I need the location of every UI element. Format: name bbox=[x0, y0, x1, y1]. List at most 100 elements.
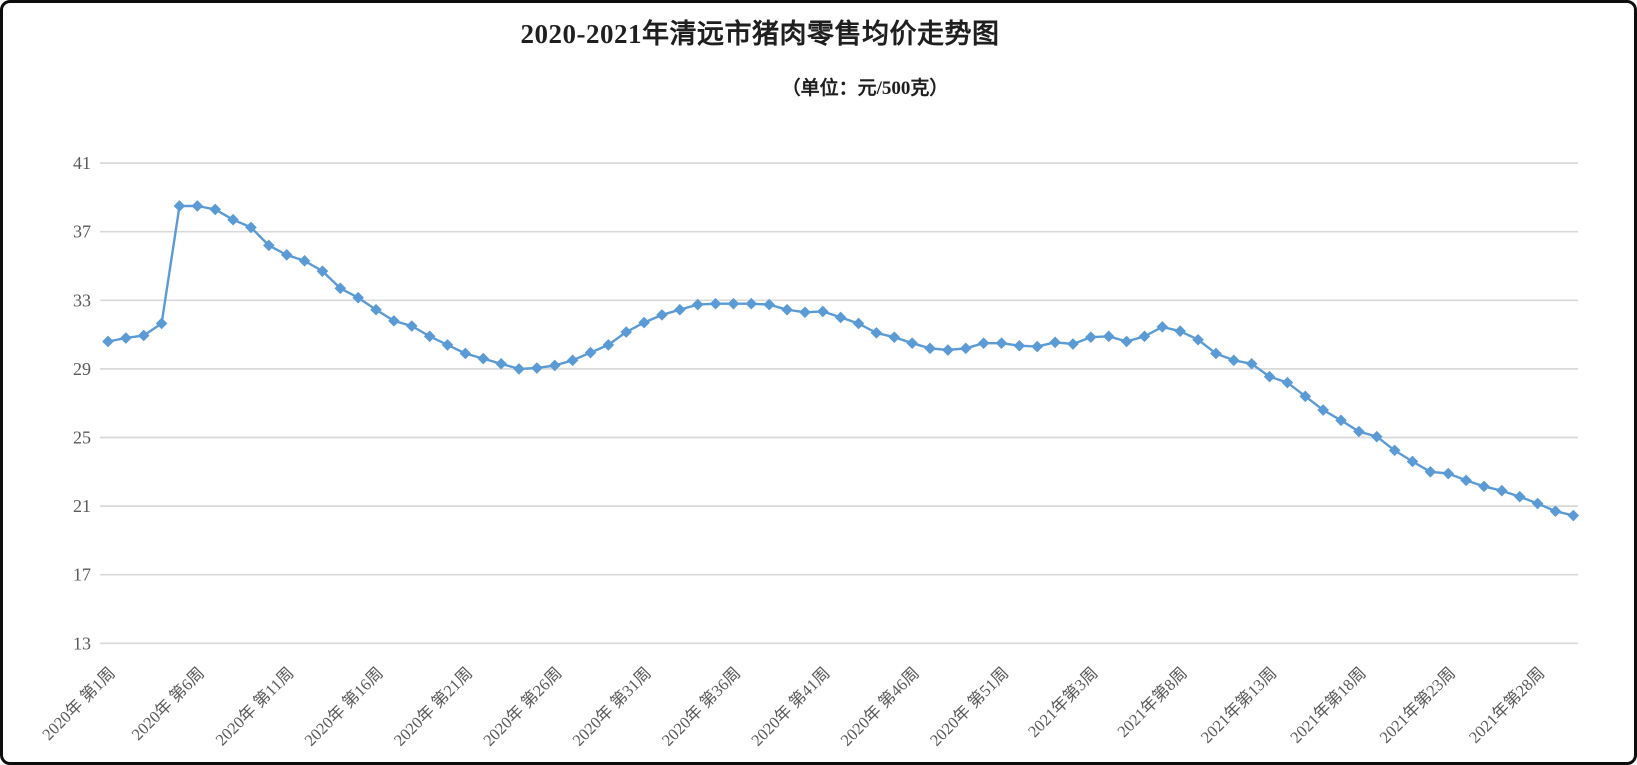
data-point-marker bbox=[691, 298, 704, 311]
data-point-marker bbox=[1424, 466, 1437, 478]
data-point-marker bbox=[1513, 490, 1526, 503]
y-axis-tick-label: 13 bbox=[73, 633, 91, 653]
data-point-marker bbox=[638, 316, 650, 329]
y-axis-tick-label: 37 bbox=[73, 222, 91, 242]
data-point-marker bbox=[1370, 430, 1383, 443]
y-axis-tick-label: 21 bbox=[73, 496, 91, 516]
data-point-marker bbox=[316, 265, 329, 277]
x-axis-tick-label: 2020年 第1周 bbox=[38, 663, 119, 744]
data-point-marker bbox=[1067, 338, 1079, 350]
data-point-marker bbox=[1353, 425, 1365, 438]
price-trend-line bbox=[106, 204, 1575, 517]
data-point-marker bbox=[602, 339, 615, 351]
data-point-marker bbox=[817, 305, 829, 318]
x-axis-tick-label: 2021年第18周 bbox=[1286, 663, 1369, 746]
x-axis-tick-label: 2021年第28周 bbox=[1465, 663, 1548, 746]
data-point-marker bbox=[102, 335, 114, 348]
data-point-marker bbox=[245, 221, 257, 234]
data-point-marker bbox=[155, 317, 168, 330]
data-point-marker bbox=[370, 303, 382, 316]
data-point-marker bbox=[513, 363, 525, 375]
y-axis-tick-label: 33 bbox=[73, 290, 91, 310]
data-point-marker bbox=[1085, 331, 1097, 343]
data-point-marker bbox=[799, 306, 811, 319]
data-point-marker bbox=[477, 352, 490, 365]
x-axis-tick-label: 2020年 第6周 bbox=[128, 663, 209, 744]
data-point-marker bbox=[566, 354, 579, 367]
data-point-marker bbox=[388, 315, 400, 327]
data-point-marker bbox=[1567, 509, 1580, 522]
data-point-marker bbox=[459, 347, 472, 360]
data-point-marker bbox=[1460, 474, 1472, 487]
x-axis-tick-label: 2021年第13周 bbox=[1197, 663, 1280, 746]
data-point-marker bbox=[405, 320, 418, 332]
x-axis-tick-label: 2021年第3周 bbox=[1024, 663, 1102, 741]
data-point-marker bbox=[1406, 455, 1419, 468]
data-point-marker bbox=[441, 339, 454, 351]
data-point-marker bbox=[781, 303, 793, 316]
data-point-marker bbox=[656, 309, 668, 321]
data-point-marker bbox=[1156, 321, 1169, 333]
y-axis-tick-label: 41 bbox=[73, 153, 91, 173]
x-axis-tick-label: 2020年 第36周 bbox=[658, 663, 744, 749]
chart-title: 2020-2021年清远市猪肉零售均价走势图 bbox=[520, 19, 1000, 49]
x-axis-tick-label: 2020年 第16周 bbox=[301, 663, 387, 749]
data-point-marker bbox=[1531, 497, 1544, 510]
x-axis-tick-label: 2020年 第51周 bbox=[926, 663, 1012, 749]
x-axis-tick-label: 2020年 第21周 bbox=[390, 663, 476, 749]
data-point-marker bbox=[1299, 390, 1312, 403]
data-point-marker bbox=[1281, 376, 1294, 389]
data-point-marker bbox=[1102, 330, 1115, 343]
data-point-marker bbox=[852, 317, 865, 330]
data-point-marker bbox=[1192, 333, 1204, 346]
data-point-marker bbox=[1317, 404, 1329, 416]
data-point-marker bbox=[1138, 330, 1151, 343]
data-point-marker bbox=[1263, 370, 1276, 383]
data-point-marker bbox=[834, 311, 847, 324]
data-point-marker bbox=[334, 282, 347, 295]
data-point-marker bbox=[1120, 335, 1133, 348]
data-point-marker bbox=[137, 329, 150, 342]
data-point-marker bbox=[620, 326, 633, 338]
data-point-marker bbox=[906, 337, 918, 349]
data-point-marker bbox=[977, 337, 990, 349]
x-axis-tick-label: 2021年第8周 bbox=[1113, 663, 1191, 741]
data-point-marker bbox=[1228, 354, 1240, 367]
data-point-marker bbox=[227, 213, 239, 226]
data-point-marker bbox=[1442, 467, 1455, 480]
data-point-marker bbox=[263, 239, 275, 252]
data-point-marker bbox=[995, 337, 1008, 349]
data-point-marker bbox=[1388, 444, 1401, 457]
y-axis-tick-label: 17 bbox=[73, 565, 91, 585]
data-point-marker bbox=[924, 342, 936, 355]
data-point-marker bbox=[1245, 357, 1258, 370]
y-axis-tick-label: 25 bbox=[73, 428, 91, 448]
y-axis-tick-label: 29 bbox=[73, 359, 91, 379]
data-point-marker bbox=[584, 346, 597, 359]
data-point-marker bbox=[495, 357, 507, 370]
data-point-marker bbox=[1549, 505, 1562, 518]
data-point-marker bbox=[1013, 339, 1026, 352]
data-point-marker bbox=[548, 359, 561, 372]
data-point-marker bbox=[173, 200, 186, 212]
data-point-marker bbox=[888, 331, 901, 343]
x-axis-tick-label: 2021年第23周 bbox=[1376, 663, 1459, 746]
data-point-marker bbox=[1174, 325, 1186, 337]
data-point-marker bbox=[870, 327, 883, 339]
x-axis-tick-label: 2020年 第41周 bbox=[747, 663, 833, 749]
chart-unit-label: （单位：元/500克） bbox=[781, 78, 949, 99]
x-axis-tick-label: 2020年 第11周 bbox=[212, 663, 298, 749]
data-point-marker bbox=[942, 344, 954, 356]
data-point-marker bbox=[1478, 480, 1490, 493]
data-point-marker bbox=[1031, 340, 1044, 353]
data-point-marker bbox=[191, 200, 204, 212]
x-axis-tick-label: 2020年 第31周 bbox=[569, 663, 655, 749]
data-point-marker bbox=[352, 291, 364, 304]
data-point-marker bbox=[763, 298, 775, 311]
data-point-marker bbox=[120, 332, 132, 344]
data-point-marker bbox=[531, 362, 543, 374]
data-point-marker bbox=[745, 297, 758, 310]
data-point-marker bbox=[959, 342, 972, 355]
